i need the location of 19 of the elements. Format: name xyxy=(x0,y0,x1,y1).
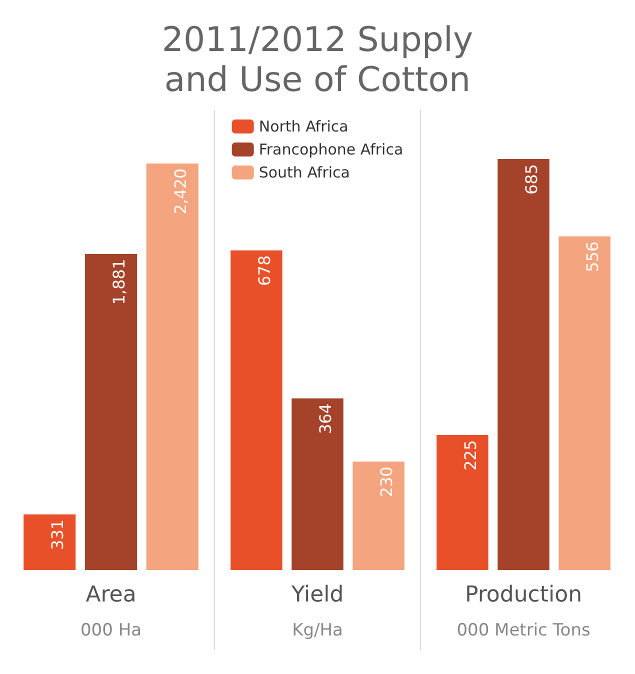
data-label: 230 xyxy=(377,466,396,498)
legend-label: South Africa xyxy=(258,164,350,182)
data-label: 225 xyxy=(460,440,480,471)
data-label: 678 xyxy=(254,255,274,286)
legend-label: Francophone Africa xyxy=(258,140,404,158)
x-tick-label: Yield xyxy=(290,582,344,608)
legend-label: North Africa xyxy=(258,118,348,136)
x-tick-label: Production xyxy=(464,582,582,608)
x-axis-title: Kg/Ha xyxy=(292,620,343,640)
text: 2011/2012 Supply and Use of Cotton xyxy=(160,20,474,102)
x-tick-label: Area xyxy=(86,582,136,608)
data-label: 364 xyxy=(316,403,335,434)
data-label: 556 xyxy=(583,241,602,272)
data-label: 685 xyxy=(522,164,541,195)
x-axis-title: 000 Metric Tons xyxy=(456,620,590,640)
x-axis-title: 000 Ha xyxy=(80,620,142,640)
data-label: 2,420 xyxy=(170,168,190,214)
data-label: 331 xyxy=(48,519,68,550)
data-label: 1,881 xyxy=(110,258,128,305)
